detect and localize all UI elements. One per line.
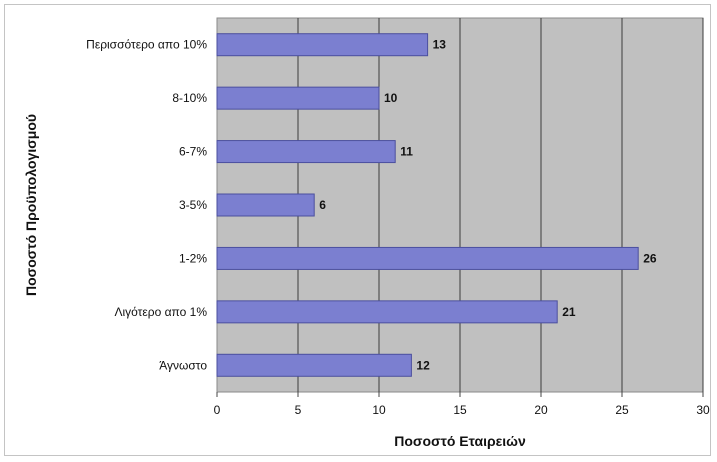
category-label: 3-5%	[179, 198, 207, 212]
x-tick-label: 5	[295, 403, 302, 417]
data-label: 11	[400, 145, 413, 159]
data-label: 12	[416, 358, 430, 372]
y-axis-categories: Περισσότερο απο 10% 8-10% 6-7% 3-5% 1-2% Λιγό…	[86, 38, 207, 373]
category-label: Άγνωστο	[159, 358, 207, 372]
x-tick-label: 0	[214, 403, 221, 417]
bar	[216, 86, 380, 110]
category-label: Περισσότερο απο 10%	[86, 38, 207, 52]
y-axis-title: Ποσοστό Προϋπολογισμού	[23, 114, 39, 296]
bar	[216, 140, 396, 164]
category-label: 8-10%	[172, 91, 207, 105]
bar	[216, 33, 429, 57]
x-tick-label: 10	[372, 403, 386, 417]
bar	[216, 300, 558, 324]
data-label: 6	[319, 198, 326, 212]
x-axis-title: Ποσοστό Εταιρειών	[394, 433, 526, 449]
bar	[216, 193, 315, 217]
category-label: 1-2%	[179, 251, 207, 265]
bar	[216, 246, 639, 270]
x-tick-label: 30	[696, 403, 710, 417]
x-tick-label: 25	[615, 403, 629, 417]
gridlines	[297, 18, 704, 392]
data-label: 26	[643, 251, 657, 265]
x-axis-ticks: 0 5 10 15 20 25 30	[214, 392, 710, 417]
x-tick-label: 20	[534, 403, 548, 417]
bars: 13 10 11 6 26 21 12	[216, 33, 657, 377]
data-label: 21	[562, 305, 576, 319]
category-label: 6-7%	[179, 145, 207, 159]
data-label: 10	[384, 91, 398, 105]
data-label: 13	[433, 38, 447, 52]
category-label: Λιγότερο απο 1%	[114, 305, 207, 319]
x-tick-label: 15	[453, 403, 467, 417]
bar	[216, 353, 412, 377]
